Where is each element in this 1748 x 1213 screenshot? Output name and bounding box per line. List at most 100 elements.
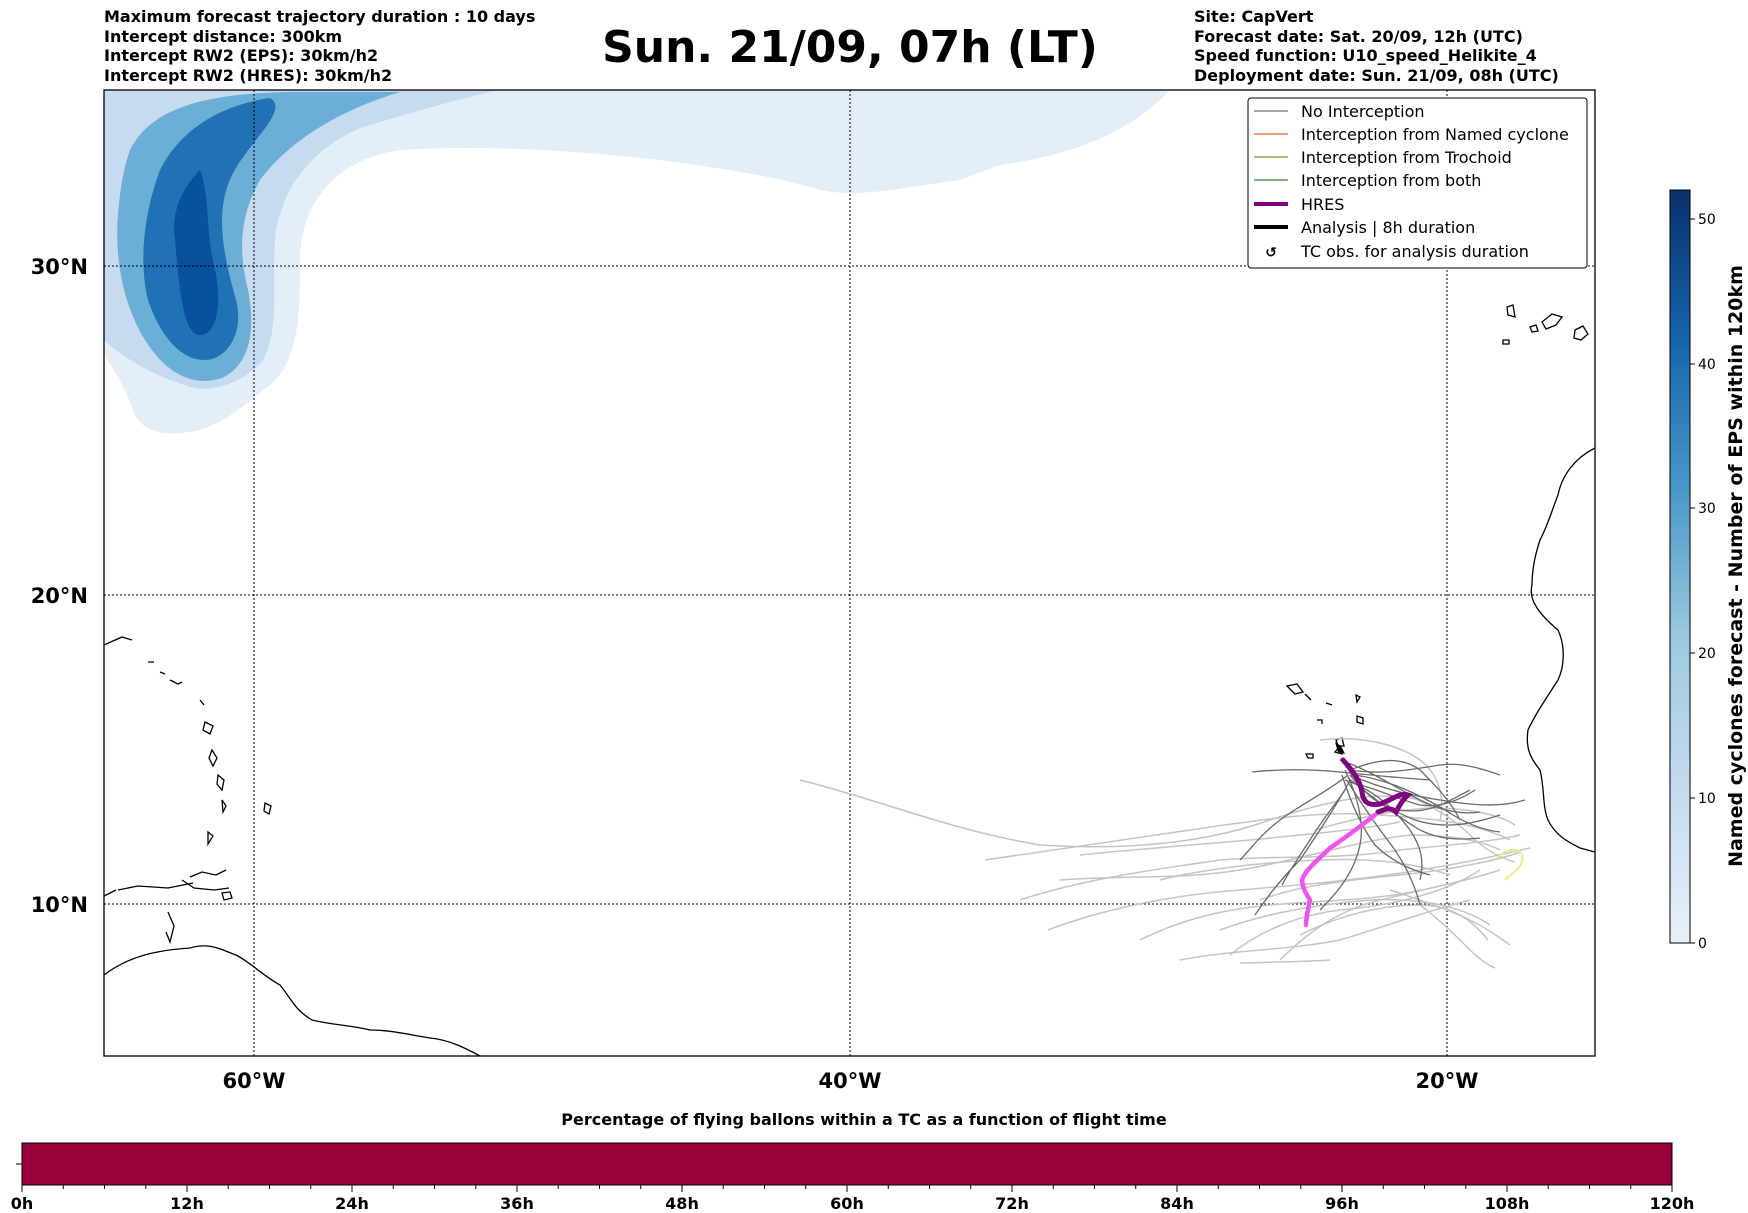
lat-tick-labels: 30°N 20°N 10°N xyxy=(31,255,88,917)
eps-trajectories-light xyxy=(799,737,1531,969)
colorbar-tick-label: 50 xyxy=(1698,212,1716,228)
legend-item-both: Interception from both xyxy=(1254,171,1481,190)
trajectory xyxy=(1344,779,1423,881)
trajectory xyxy=(1347,777,1481,840)
header-duration: Maximum forecast trajectory duration : 1… xyxy=(104,7,536,26)
trajectory xyxy=(1281,789,1346,886)
trajectory xyxy=(1139,889,1421,941)
header-intercept-eps: Intercept RW2 (EPS): 30km/h2 xyxy=(104,46,379,65)
map-area xyxy=(104,90,1595,1056)
header-intercept-hres: Intercept RW2 (HRES): 30km/h2 xyxy=(104,65,393,85)
tc-observation-marker xyxy=(1496,848,1524,881)
legend-item-named-cyclone: Interception from Named cyclone xyxy=(1254,125,1569,144)
flight-time-tick-label: 60h xyxy=(830,1194,864,1213)
lat-tick-label: 20°N xyxy=(31,584,88,608)
trajectory xyxy=(1251,769,1431,781)
flight-time-tick-label: 108h xyxy=(1485,1194,1530,1213)
flight-time-tick-label: 120h xyxy=(1650,1194,1695,1213)
svg-text:Interception from Trochoid: Interception from Trochoid xyxy=(1301,148,1512,167)
trajectory xyxy=(1389,889,1511,946)
trajectory xyxy=(1349,759,1461,821)
hres-trajectory xyxy=(1340,757,1413,817)
flight-time-tick-label: 72h xyxy=(995,1194,1029,1213)
trajectory xyxy=(1341,774,1431,876)
trajectory xyxy=(1349,763,1501,776)
percentage-bar-fill xyxy=(21,1142,1673,1186)
cyclone-density-field xyxy=(104,90,1170,434)
legend-item-tc-obs: ↺ TC obs. for analysis duration xyxy=(1265,242,1529,261)
colorbar-gradient xyxy=(1669,189,1691,944)
coast-caribbean-islands xyxy=(104,636,230,945)
coast-west-africa xyxy=(1526,447,1595,853)
chart-title: Sun. 21/09, 07h (LT) xyxy=(602,22,1098,73)
trajectory xyxy=(984,812,1511,861)
trajectory xyxy=(1239,774,1349,861)
legend-item-analysis: Analysis | 8h duration xyxy=(1254,218,1475,237)
header-deployment-date: Deployment date: Sun. 21/09, 08h (UTC) xyxy=(1194,65,1559,85)
trajectory xyxy=(1347,781,1421,906)
flight-time-tick-label: 24h xyxy=(335,1194,369,1213)
flight-time-tick-label: 36h xyxy=(500,1194,534,1213)
bar-chart-title: Percentage of flying ballons within a TC… xyxy=(561,1110,1167,1129)
flight-time-tick-label: 96h xyxy=(1325,1194,1359,1213)
legend: No Interception Interception from Named … xyxy=(1247,97,1588,269)
trajectory xyxy=(1219,898,1491,931)
header-left-info: Maximum forecast trajectory duration : 1… xyxy=(104,7,535,85)
coast-lesser-antilles xyxy=(202,721,272,847)
coast-south-america xyxy=(104,945,481,1056)
colorbar: 0 10 20 30 40 50 Named cyclones forecast… xyxy=(1669,189,1747,952)
svg-text:Analysis | 8h duration: Analysis | 8h duration xyxy=(1301,218,1475,237)
trajectory xyxy=(1349,774,1526,806)
flight-time-tick-label: 48h xyxy=(665,1194,699,1213)
lon-tick-label: 60°W xyxy=(223,1069,286,1093)
colorbar-tick-label: 20 xyxy=(1698,646,1716,662)
tc-obs-icon: ↺ xyxy=(1265,245,1277,261)
flight-time-axis: 0h 12h 24h 36h 48h 60h 72h 84h 96h 108h 120h xyxy=(11,1185,1695,1213)
flight-time-bar: 0h 12h 24h 36h 48h 60h 72h 84h 96h 108h 120h xyxy=(11,1142,1695,1213)
flight-time-tick-label: 12h xyxy=(170,1194,204,1213)
density-peak xyxy=(174,170,219,335)
trajectory xyxy=(1059,834,1501,881)
lon-tick-labels: 60°W 40°W 20°W xyxy=(223,1069,1479,1093)
trajectory xyxy=(799,779,1421,848)
coast-trinidad xyxy=(221,891,233,901)
flight-time-tick-label: 84h xyxy=(1160,1194,1194,1213)
trajectory xyxy=(1359,784,1476,807)
header-speed-function: Speed function: U10_speed_Helikite_4 xyxy=(1194,46,1537,65)
trajectory xyxy=(1419,904,1496,969)
svg-text:No Interception: No Interception xyxy=(1301,102,1425,121)
trajectory xyxy=(1239,959,1331,964)
header-site: Site: CapVert xyxy=(1194,7,1314,26)
colorbar-tick-label: 0 xyxy=(1698,936,1707,952)
trajectory xyxy=(1279,869,1501,961)
lon-tick-label: 40°W xyxy=(819,1069,882,1093)
header-intercept-distance: Intercept distance: 300km xyxy=(104,26,343,46)
colorbar-ticks xyxy=(1690,218,1695,944)
trajectory xyxy=(1339,759,1481,814)
legend-item-hres: HRES xyxy=(1254,195,1344,214)
density-band-outer xyxy=(104,90,1170,434)
legend-box xyxy=(1247,97,1588,269)
svg-text:TC obs. for analysis duration: TC obs. for analysis duration xyxy=(1300,242,1529,261)
trajectory xyxy=(1354,774,1501,833)
lat-tick-label: 10°N xyxy=(31,893,88,917)
header-right-info: Site: CapVert Forecast date: Sat. 20/09,… xyxy=(1194,7,1559,85)
trajectory xyxy=(1259,851,1521,901)
colorbar-tick-label: 30 xyxy=(1698,501,1716,517)
colorbar-label: Named cyclones forecast - Number of EPS … xyxy=(1725,265,1747,867)
coastlines xyxy=(104,304,1595,1056)
tc-forecast-track xyxy=(1299,812,1378,928)
eps-trajectories-dark xyxy=(1239,759,1526,916)
svg-text:Interception from Named cyclon: Interception from Named cyclone xyxy=(1301,125,1569,144)
map-frame xyxy=(103,89,1596,1057)
svg-text:HRES: HRES xyxy=(1301,195,1344,214)
density-core xyxy=(143,98,276,360)
launch-site-marker xyxy=(1335,742,1345,754)
coast-canary-islands xyxy=(1502,304,1589,345)
colorbar-tick-label: 40 xyxy=(1698,357,1716,373)
trajectory xyxy=(1319,737,1443,821)
flight-time-tick-label: 0h xyxy=(11,1194,34,1213)
header-forecast-date: Forecast date: Sat. 20/09, 12h (UTC) xyxy=(1194,26,1523,46)
lat-tick-label: 30°N xyxy=(31,255,88,279)
